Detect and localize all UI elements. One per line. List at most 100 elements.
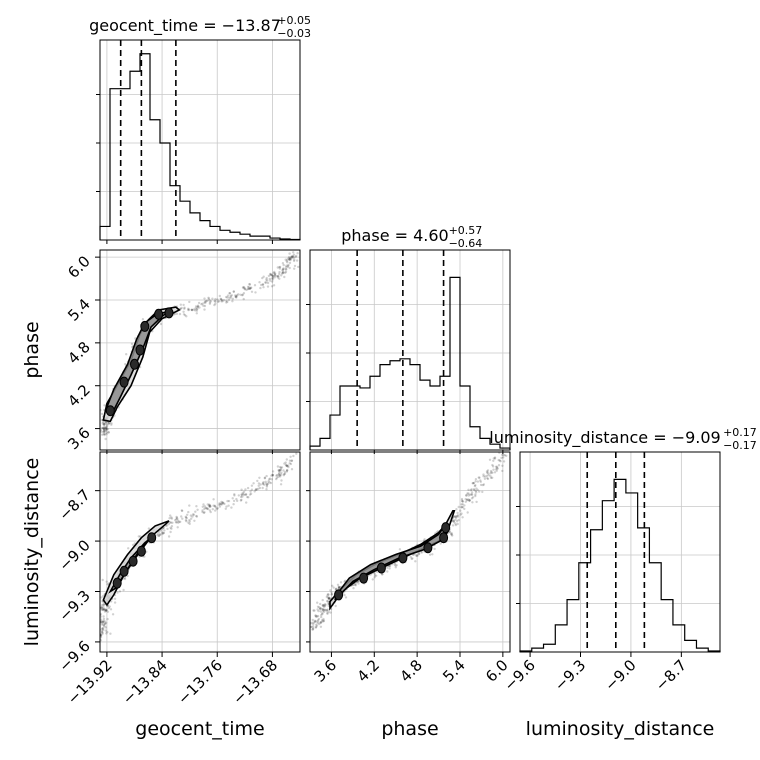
sample-point [315,624,319,627]
sample-point [212,498,215,501]
sample-point [103,433,106,437]
sample-point [481,490,484,494]
panel-geocent_time-vs-luminosity_distance [97,451,301,653]
sample-point [505,454,508,457]
sample-point [269,272,272,276]
sample-point [319,625,323,628]
histogram-geocent_time: geocent_time = −13.87+0.05−0.03 [89,14,311,241]
sample-point [102,608,105,611]
sample-point [247,496,250,499]
sample-point [105,423,109,426]
sample-point [286,265,289,269]
sample-point [431,553,434,556]
sample-point [284,461,287,464]
sample-point [279,468,282,471]
sample-point [102,620,105,624]
sample-point [186,513,189,516]
sample-point [102,594,105,598]
sample-point [255,488,258,491]
sample-point [475,491,478,494]
sample-point [321,618,324,622]
histogram-title: phase = 4.60 [341,226,448,245]
sample-point [274,274,277,277]
sample-point [411,557,414,560]
sample-point [489,475,492,478]
sample-point [249,286,252,290]
sample-point [104,421,107,425]
sample-point [259,286,262,290]
sample-point [104,427,108,430]
sample-point [323,604,327,607]
sample-point [254,488,257,492]
sample-point [106,583,109,586]
sample-point [285,470,289,473]
histogram-title: geocent_time = −13.87 [89,16,281,36]
sample-point [280,274,283,277]
sample-point [101,627,104,630]
sample-point [261,276,264,280]
sample-point [203,507,206,511]
sample-point [223,502,226,506]
sample-point [101,620,105,623]
sample-point [258,476,261,479]
sample-point [102,603,105,607]
sample-point [326,593,330,596]
sample-point [156,534,159,537]
x-tick-label: −13.76 [174,656,226,708]
sample-point [285,268,288,271]
sample-point [157,534,161,537]
contour-core [334,589,344,601]
sample-point [325,609,328,612]
contour-core [112,577,122,589]
sample-point [316,619,320,622]
title-base: luminosity_distance = −9.09 [489,428,720,448]
sample-point [357,580,360,583]
sample-point [278,270,281,274]
sample-point [275,477,278,481]
sample-point [258,486,262,490]
sample-point [204,506,207,510]
sample-point [248,282,251,286]
sample-point [208,504,211,508]
sample-point [262,481,265,484]
sample-point [420,551,423,554]
sample-point [173,312,177,316]
sample-point [215,507,218,511]
sample-point [105,421,108,424]
sample-point [478,476,481,479]
sample-point [465,494,468,497]
y-axis-phase: 3.6 4.2 4.8 5.4 6.0 phase [21,252,100,453]
sample-point [267,480,270,483]
sample-point [393,563,396,566]
y-tick-label: 3.6 [64,424,94,454]
sample-point [286,468,289,472]
sample-point [103,430,106,433]
sample-point [175,312,179,315]
sample-point [284,258,287,261]
sample-point [97,431,99,433]
sample-point [491,463,494,467]
sample-point [206,299,209,302]
sample-point [319,621,322,624]
sample-point [109,608,113,611]
sample-point [287,464,290,467]
sample-point [456,515,460,518]
sample-point [498,459,501,462]
sample-point [288,252,291,255]
contour-core [439,532,449,544]
sample-point [291,255,294,258]
contour-core [154,308,164,320]
contour-core [398,552,408,564]
sample-point [219,297,222,300]
sample-point [203,304,207,308]
sample-point [174,519,177,522]
sample-point [268,481,271,484]
sample-point [263,477,267,480]
sample-point [187,510,190,514]
sample-point [97,636,99,638]
sample-point [161,532,164,536]
sample-point [183,307,186,310]
sample-point [179,303,182,306]
sample-point [312,625,315,628]
sample-point [208,503,211,506]
